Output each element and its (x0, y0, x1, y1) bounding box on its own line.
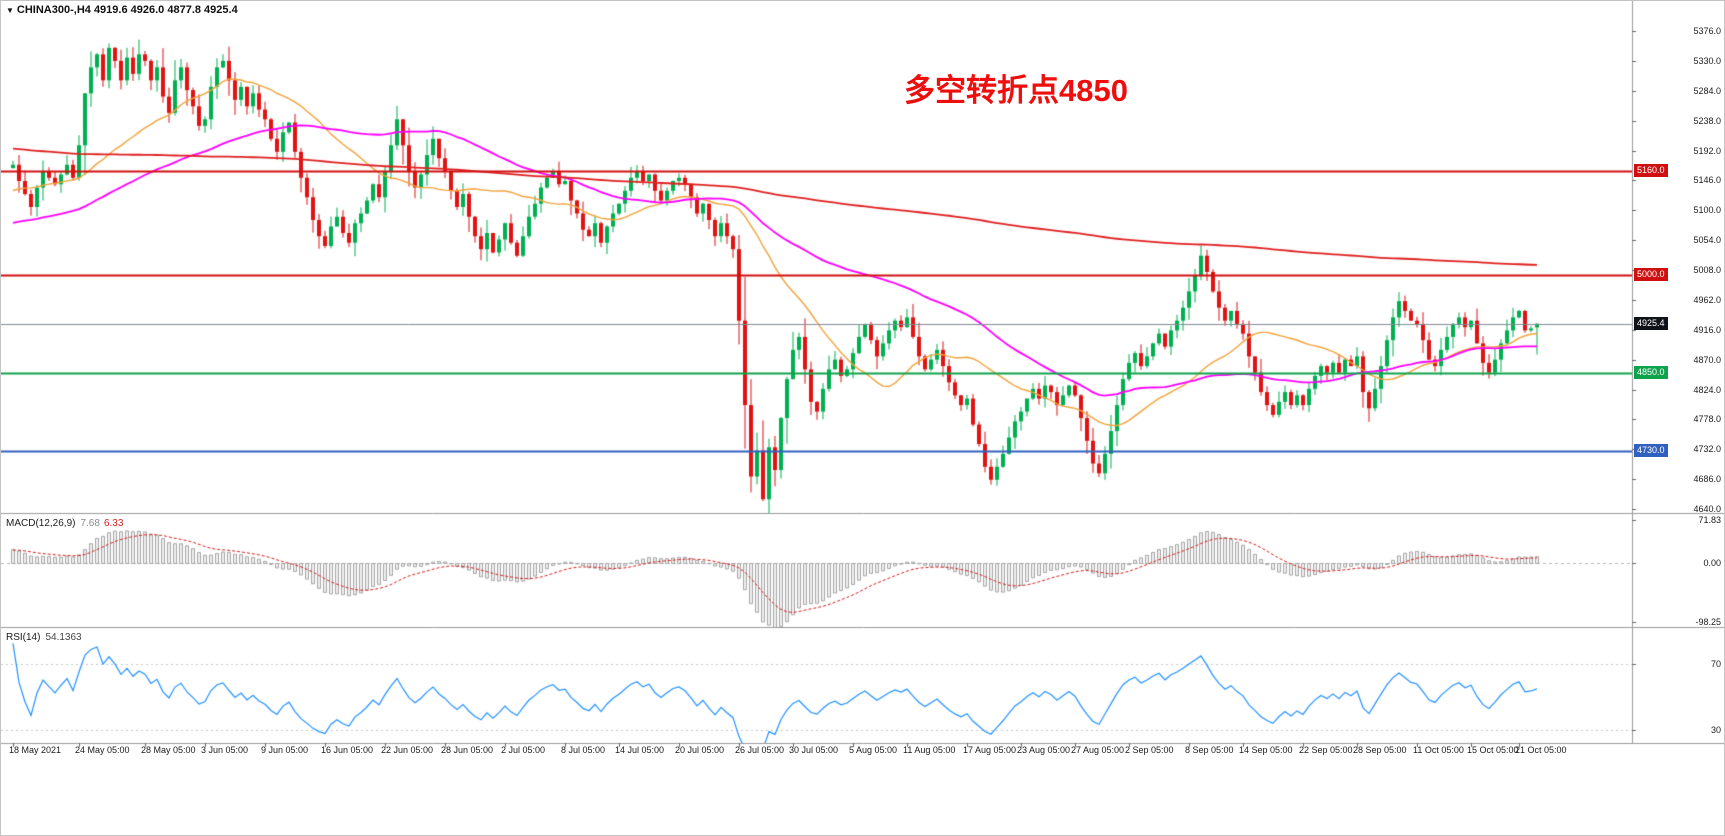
macd-value-signal: 6.33 (103, 518, 124, 529)
time-tick-label: 20 Jul 05:00 (675, 745, 725, 755)
time-tick-label: 22 Jun 05:00 (381, 745, 434, 755)
price-tick-label: 5100.0 (1693, 205, 1721, 216)
price-tick-label: 4640.0 (1693, 504, 1721, 514)
symbol-ohlc-text: CHINA300-,H4 4919.6 4926.0 4877.8 4925.4 (16, 4, 238, 16)
time-tick-label: 9 Jun 05:00 (261, 745, 309, 755)
annotation-text: 多空转折点4850 (904, 73, 1128, 108)
time-tick-label: 21 Oct 05:00 (1515, 745, 1567, 755)
time-tick-label: 11 Aug 05:00 (903, 745, 956, 755)
rsi-name: RSI(14) (6, 632, 41, 643)
macd-value-main: 7.68 (80, 518, 100, 529)
macd-axis: 71.83 0.00 -98.25 (1632, 1, 1724, 743)
time-tick-label: 3 Jun 05:00 (201, 745, 249, 755)
price-tick-label: 5192.0 (1693, 145, 1721, 156)
time-tick-label: 5 Aug 05:00 (849, 745, 898, 755)
price-tick-label: 4732.0 (1693, 444, 1721, 455)
time-tick-label: 18 May 2021 (9, 745, 62, 755)
price-tick-label: 5054.0 (1693, 235, 1721, 246)
time-tick-label: 23 Aug 05:00 (1017, 745, 1071, 755)
time-tick-label: 22 Sep 05:00 (1299, 745, 1353, 755)
time-tick-label: 17 Aug 05:00 (963, 745, 1017, 755)
macd-name: MACD(12,26,9) (6, 518, 76, 529)
symbol-dropdown-icon[interactable]: ▼ (6, 6, 14, 15)
time-tick-label: 8 Sep 05:00 (1185, 745, 1234, 755)
rsi-tick-label: 30 (1710, 725, 1721, 735)
price-level-tags: 5160.0 5000.0 4925.4 4850.0 4730.0 (1632, 1, 1724, 743)
level-price-tag: 5000.0 (1634, 268, 1668, 282)
time-tick-label: 14 Jul 05:00 (615, 745, 665, 755)
rsi-tick-label: 70 (1710, 659, 1721, 669)
time-tick-label: 26 Jul 05:00 (735, 745, 785, 755)
time-tick-label: 28 Jun 05:00 (441, 745, 494, 755)
level-price-tag: 5160.0 (1634, 164, 1668, 178)
macd-indicator-label: MACD(12,26,9) 7.68 6.33 (6, 518, 123, 529)
macd-tick-label: -98.25 (1695, 617, 1721, 627)
time-tick-label: 11 Oct 05:00 (1413, 745, 1464, 755)
price-axis[interactable]: 5376.0 5330.0 5284.0 5238.0 5192.0 5146.0 5100… (1632, 1, 1724, 743)
time-tick-label: 24 May 05:00 (75, 745, 130, 755)
price-tick-label: 4962.0 (1693, 294, 1721, 305)
time-tick-label: 2 Sep 05:00 (1125, 745, 1174, 755)
level-price-tag: 4730.0 (1634, 443, 1668, 457)
price-tick-label: 5008.0 (1693, 265, 1721, 275)
time-tick-label: 8 Jul 05:00 (561, 745, 606, 755)
rsi-indicator-label: RSI(14) 54.1363 (6, 632, 82, 643)
price-tick-label: 4824.0 (1693, 384, 1721, 395)
price-tick-label: 5376.0 (1693, 26, 1721, 36)
rsi-axis: 70 30 (1632, 1, 1724, 743)
time-tick-label: 28 Sep 05:00 (1353, 745, 1407, 755)
time-tick-label: 16 Jun 05:00 (321, 745, 374, 755)
rsi-value: 54.1363 (45, 632, 82, 643)
macd-tick-label: 71.83 (1698, 515, 1721, 525)
macd-tick-label: 0.00 (1703, 558, 1721, 569)
chart-title-bar: ▼ CHINA300-,H4 4919.6 4926.0 4877.8 4925.… (6, 4, 238, 16)
time-tick-label: 28 May 05:00 (141, 745, 196, 755)
time-tick-label: 30 Jul 05:00 (789, 745, 839, 755)
price-tick-label: 4686.0 (1693, 474, 1721, 485)
time-tick-label: 27 Aug 05:00 (1071, 745, 1125, 755)
price-tick-label: 5238.0 (1693, 115, 1721, 126)
time-axis[interactable]: 18 May 2021 24 May 05:00 28 May 05:00 3 Jun… (1, 745, 1724, 759)
price-tick-label: 4916.0 (1693, 324, 1721, 335)
price-tick-label: 5330.0 (1693, 55, 1721, 66)
time-tick-label: 15 Oct 05:00 (1467, 745, 1519, 755)
price-tick-label: 5146.0 (1693, 175, 1721, 186)
level-price-tag: 4850.0 (1634, 365, 1668, 379)
price-tick-label: 5284.0 (1693, 85, 1721, 96)
current-price-tag: 4925.4 (1634, 316, 1668, 330)
price-tick-label: 4778.0 (1693, 414, 1721, 425)
price-tick-label: 4870.0 (1693, 354, 1721, 365)
time-tick-label: 14 Sep 05:00 (1239, 745, 1293, 755)
time-tick-label: 2 Jul 05:00 (501, 745, 546, 755)
